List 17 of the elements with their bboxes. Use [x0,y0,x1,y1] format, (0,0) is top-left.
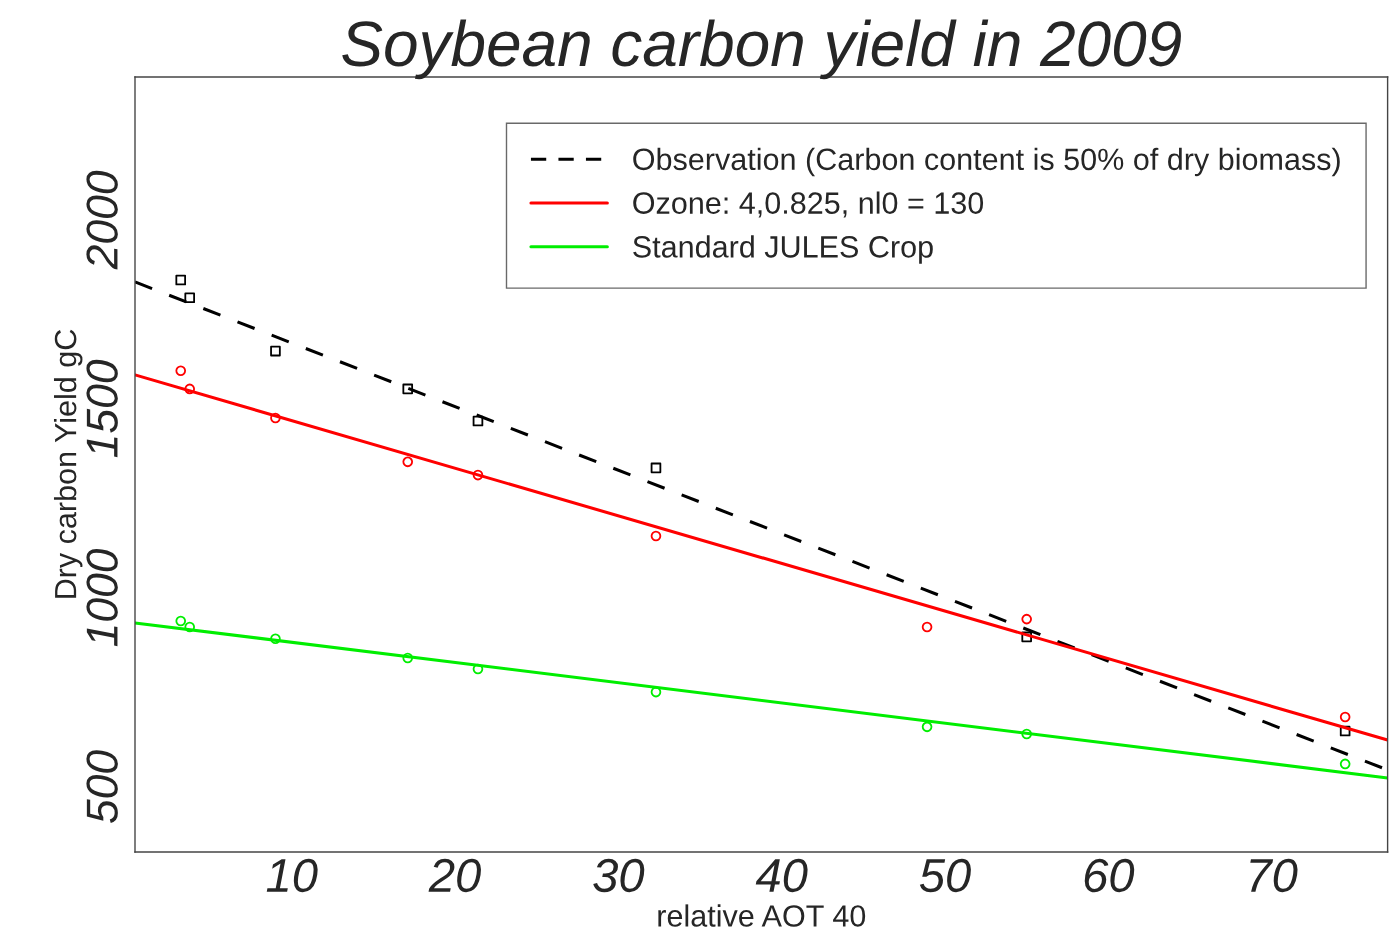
x-tick-label: 40 [755,858,808,893]
legend-label: Ozone: 4,0.825, nl0 = 130 [633,191,984,218]
chart-title: Soybean carbon yield in 2009 [342,19,1181,80]
x-tick-label: 10 [266,858,318,893]
x-tick-label: 20 [428,858,481,893]
x-tick-label: 50 [919,858,971,893]
x-tick-label: 60 [1084,858,1135,893]
x-tick-label: 70 [1250,858,1298,893]
x-axis-title: relative AOT 40 [658,904,866,927]
y-axis-title: Dry carbon Yield gC [53,329,83,598]
x-tick-label: 30 [593,858,645,893]
legend-label: Standard JULES Crop [633,235,933,264]
legend-label: Observation (Carbon content is 50% of dry biomass) [633,147,1340,177]
y-tick-label: 1500 [86,359,118,458]
y-tick-label: 2000 [86,170,118,270]
y-tick-label: 1000 [86,548,118,647]
y-tick-label: 500 [86,750,118,824]
